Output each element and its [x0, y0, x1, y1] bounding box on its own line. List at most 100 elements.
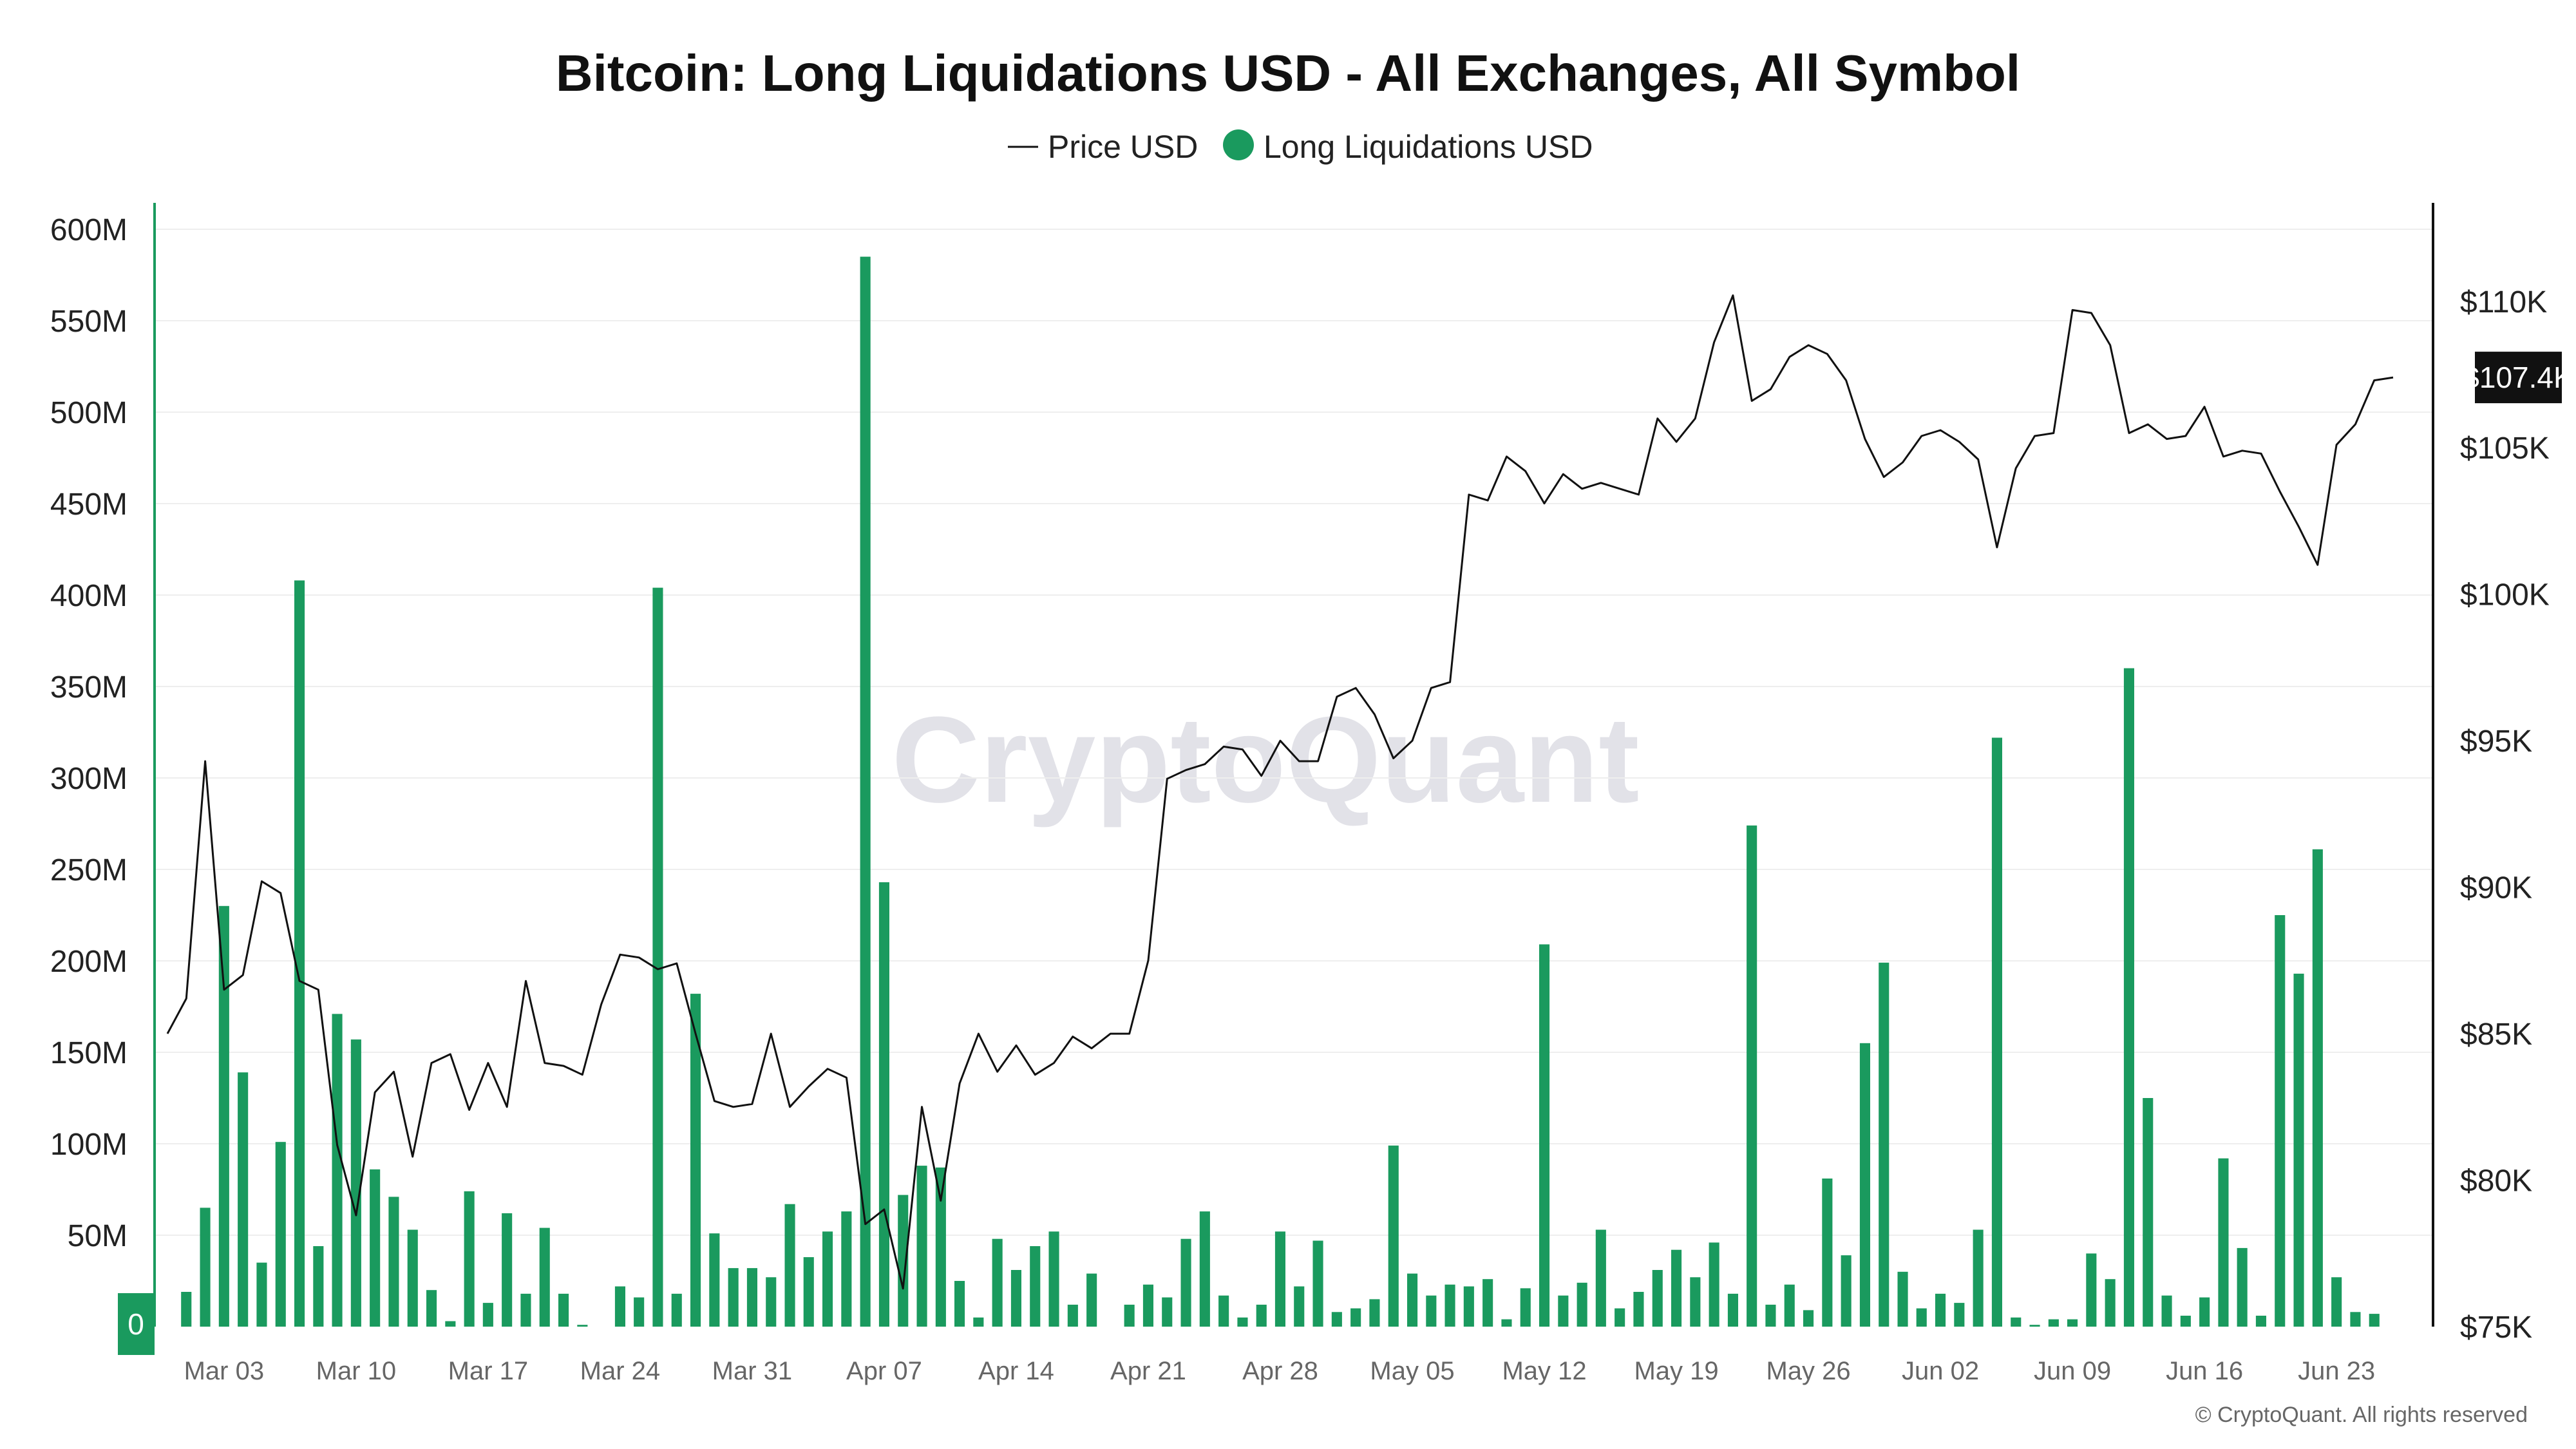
liquidation-bar [1274, 1231, 1285, 1327]
liquidation-bar [1859, 1043, 1870, 1327]
liquidation-bar [1973, 1229, 1984, 1327]
liquidation-bar [916, 1166, 927, 1327]
liquidation-bar [1991, 737, 2002, 1327]
liquidation-bar [1350, 1308, 1361, 1327]
watermark: CryptoQuant [891, 692, 1639, 828]
liquidation-bar [1747, 825, 1757, 1327]
liquidation-bar [520, 1293, 531, 1327]
liquidation-bar [1784, 1284, 1795, 1327]
liquidation-bar [2218, 1158, 2229, 1327]
liquidation-bar [256, 1262, 267, 1327]
price-line [166, 294, 2394, 1290]
liquidation-bar [2275, 915, 2286, 1327]
liquidation-bar [1690, 1277, 1701, 1327]
liquidation-bar [388, 1197, 399, 1327]
liquidation-bar [350, 1039, 361, 1327]
liquidation-bar [2293, 973, 2304, 1327]
liquidation-bar [370, 1169, 381, 1327]
liquidation-bar [426, 1290, 437, 1327]
liquidation-bar [407, 1229, 418, 1327]
liquidation-bar [502, 1213, 513, 1327]
left-axis-tick-label: 200M [50, 945, 128, 979]
liquidation-bar [539, 1227, 550, 1327]
liquidation-bar [1765, 1304, 1776, 1327]
liquidation-bar [1916, 1308, 1927, 1327]
liquidation-bar [935, 1167, 946, 1327]
liquidation-bar [1407, 1273, 1418, 1327]
right-axis-tick-label: $85K [2460, 1018, 2532, 1052]
liquidation-bar [1067, 1304, 1078, 1327]
liquidation-bar [275, 1142, 286, 1327]
liquidation-bar [1501, 1319, 1512, 1327]
liquidation-bar [181, 1292, 192, 1327]
liquidation-bar [2143, 1098, 2154, 1327]
left-axis-tick-label: 550M [50, 305, 128, 339]
liquidation-bar [218, 905, 229, 1327]
liquidation-bar [614, 1286, 625, 1327]
left-axis-tick-label: 600M [50, 213, 128, 247]
right-axis-ticks: $75K $80K $85K $90K $95K $100K $105K $110K [2460, 285, 2550, 1345]
x-axis-tick-label: Jun 02 [1902, 1357, 1979, 1385]
liquidation-bar [313, 1246, 324, 1327]
right-axis-tick-label: $95K [2460, 724, 2532, 759]
liquidation-bar [2105, 1279, 2116, 1327]
liquidation-bar [238, 1072, 249, 1327]
liquidation-bar [1142, 1284, 1153, 1327]
x-axis-tick-label: Mar 10 [316, 1357, 397, 1385]
copyright-text: © CryptoQuant. All rights reserved [2195, 1403, 2528, 1427]
liquidation-bar [1086, 1273, 1097, 1327]
x-axis-tick-label: May 19 [1634, 1357, 1718, 1385]
liquidation-bar [2011, 1317, 2022, 1327]
liquidation-bar [841, 1211, 852, 1327]
liquidation-bar [1180, 1238, 1191, 1327]
liquidation-bar [1709, 1242, 1719, 1327]
legend: Price USD Long Liquidations USD [1008, 129, 1593, 165]
liquidation-bar [2237, 1247, 2248, 1327]
liquidation-bar [1727, 1293, 1738, 1327]
liquidation-bar [1615, 1308, 1625, 1327]
liquidation-bar [1237, 1317, 1248, 1327]
x-axis-tick-label: May 12 [1502, 1357, 1586, 1385]
zero-badge-label: 0 [128, 1307, 144, 1341]
liquidation-bar [1048, 1231, 1059, 1327]
liquidation-bar [1803, 1310, 1814, 1327]
liquidation-bar [652, 587, 663, 1327]
left-axis-tick-label: 300M [50, 762, 128, 796]
liquidation-bar [878, 882, 889, 1327]
liquidation-bar [1595, 1229, 1606, 1327]
liquidation-bar [1954, 1303, 1965, 1327]
right-axis-tick-label: $100K [2460, 578, 2550, 612]
liquidation-bar [709, 1233, 720, 1327]
liquidation-bar [1426, 1295, 1437, 1327]
liquidation-bar [746, 1268, 757, 1327]
x-axis-tick-label: Mar 31 [712, 1357, 793, 1385]
liquidation-bar [2255, 1316, 2266, 1327]
liquidation-bar [803, 1257, 814, 1327]
liquidation-bar [2312, 849, 2323, 1327]
liquidation-bar [992, 1238, 1003, 1327]
liquidation-bar [1369, 1299, 1380, 1327]
liquidation-bar [784, 1204, 795, 1327]
current-price-badge-label: $107.4K [2463, 361, 2573, 394]
x-axis-tick-label: Jun 23 [2298, 1357, 2375, 1385]
liquidation-bar [1897, 1271, 1908, 1327]
liquidation-bar [1331, 1312, 1342, 1327]
right-axis-tick-label: $105K [2460, 431, 2550, 466]
liquidation-bar [2161, 1295, 2172, 1327]
liquidation-bar [728, 1268, 739, 1327]
zero-badge [118, 1293, 155, 1355]
liquidation-bar [2029, 1325, 2040, 1327]
liquidation-bar [200, 1208, 211, 1327]
liquidation-bar [1030, 1246, 1041, 1327]
legend-liquidations-dot-icon [1223, 129, 1254, 160]
liquidation-bar [634, 1297, 645, 1327]
liquidation-bar [1463, 1286, 1474, 1327]
left-axis-tick-label: 50M [68, 1219, 128, 1253]
liquidation-bar [2180, 1316, 2191, 1327]
x-axis-tick-label: Jun 09 [2034, 1357, 2111, 1385]
liquidation-bar [1162, 1297, 1173, 1327]
left-axis-tick-label: 250M [50, 853, 128, 887]
liquidation-bar [1671, 1249, 1682, 1327]
liquidation-bar [2369, 1314, 2380, 1327]
liquidation-bar [558, 1293, 569, 1327]
